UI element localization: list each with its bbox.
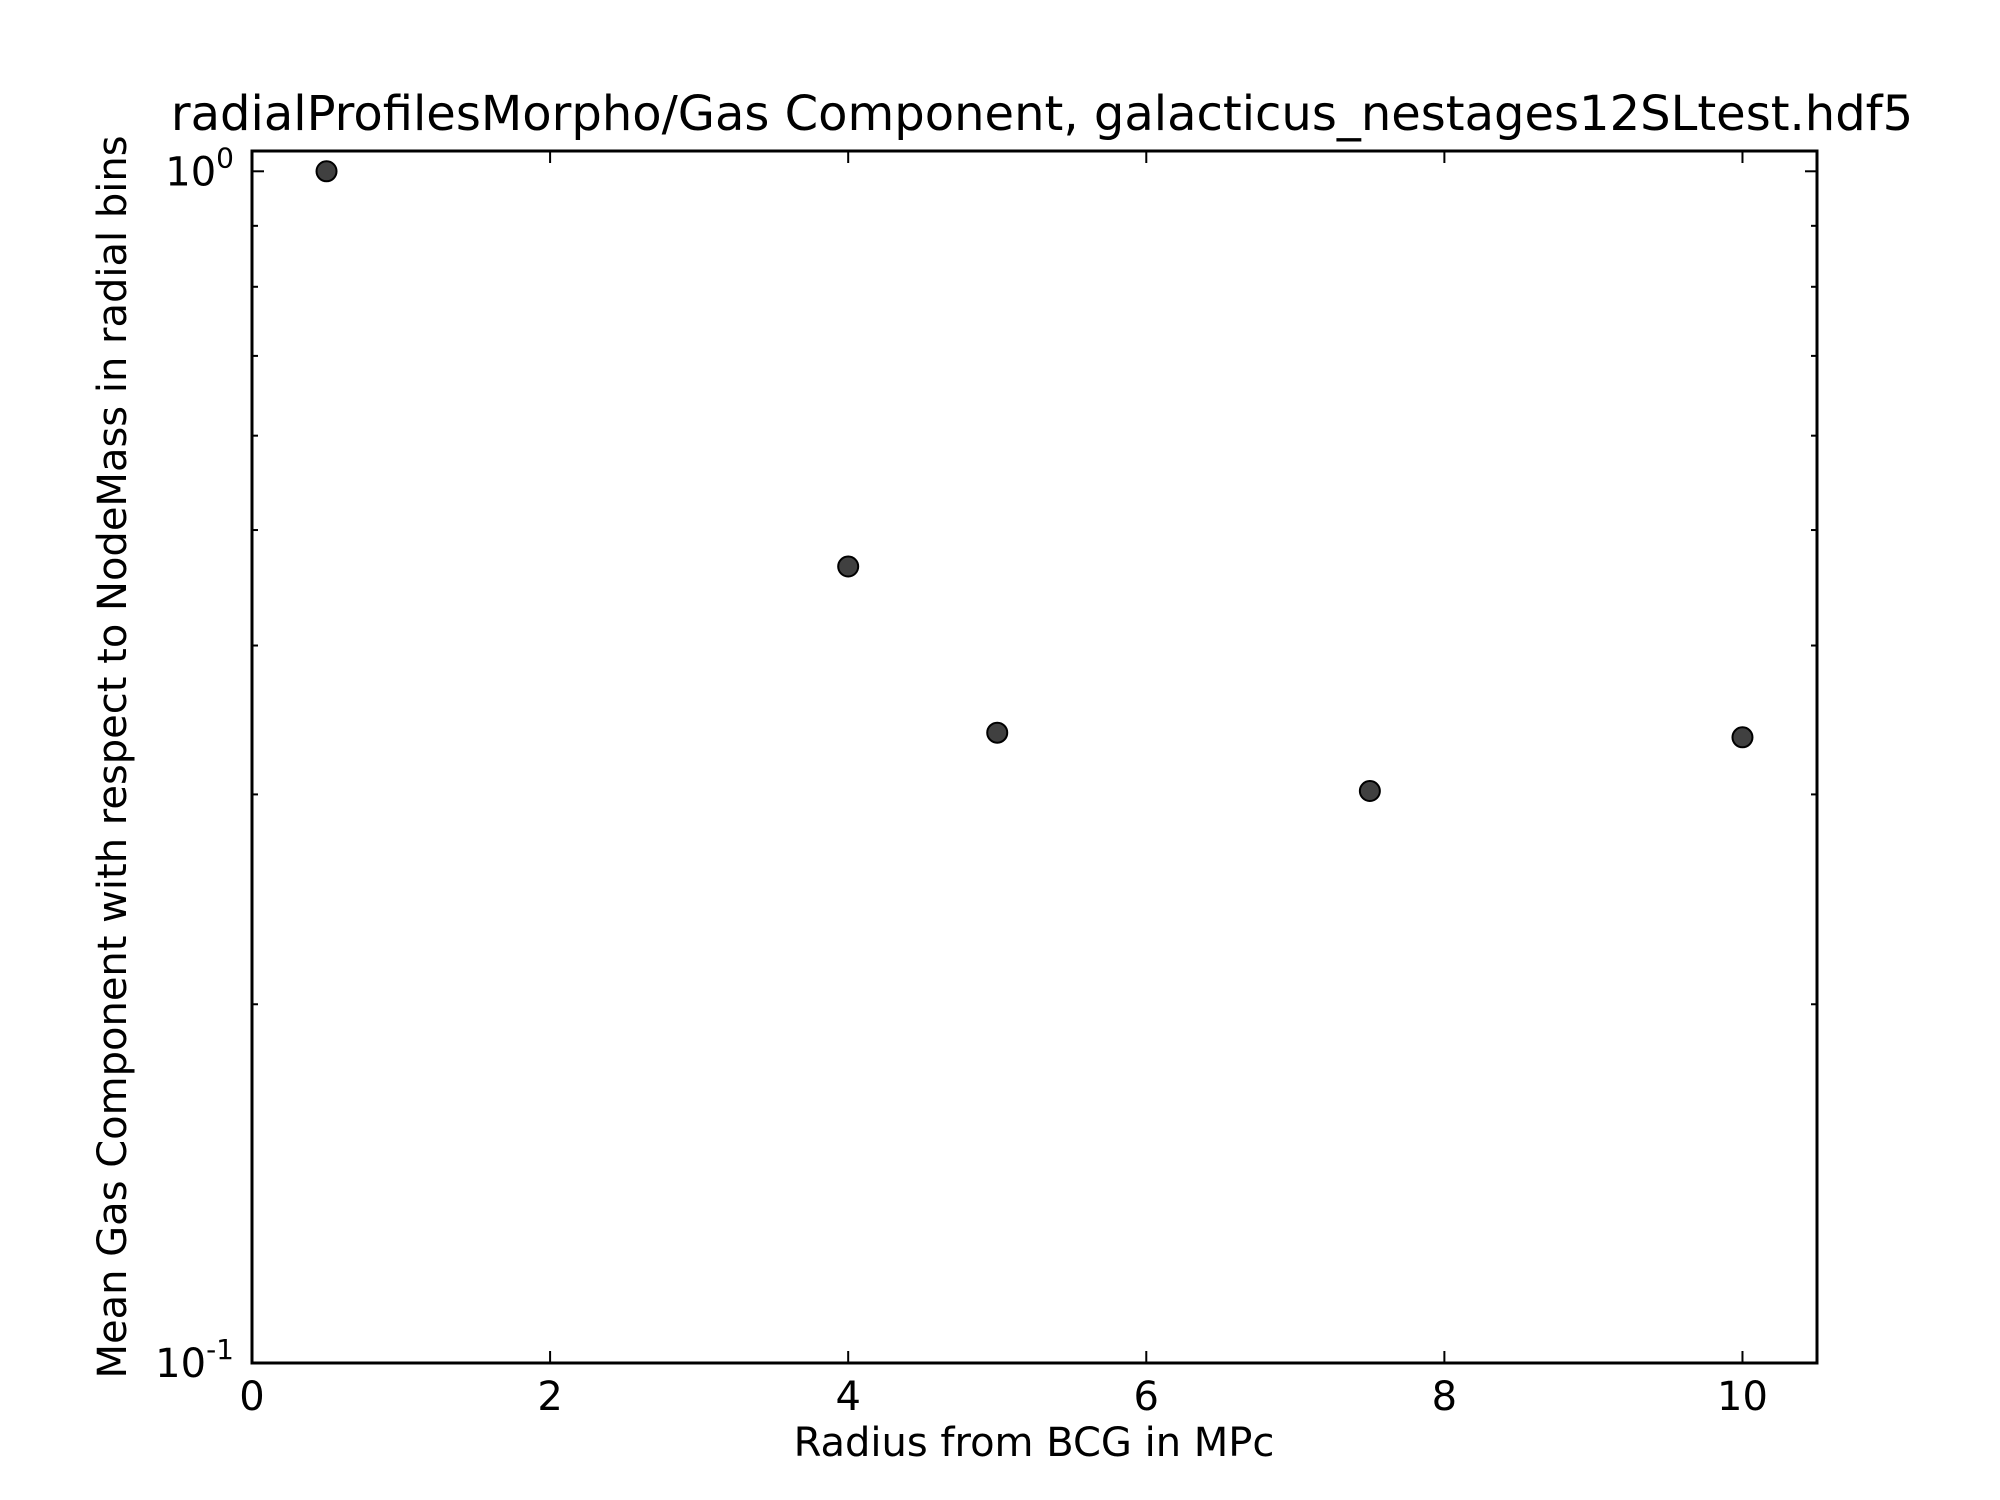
x-tick-label: 2 bbox=[537, 1374, 562, 1420]
data-points bbox=[315, 160, 1754, 802]
axis-ticks: 0 2 4 6 8 10 10-1 100 bbox=[155, 141, 1817, 1420]
data-point bbox=[986, 721, 1009, 744]
data-point bbox=[1731, 726, 1754, 749]
y-tick-label: 10-1 bbox=[155, 1333, 234, 1387]
x-axis-label: Radius from BCG in MPc bbox=[794, 1420, 1275, 1466]
x-tick-label: 10 bbox=[1717, 1374, 1768, 1420]
data-point bbox=[315, 160, 338, 183]
x-tick-label: 6 bbox=[1134, 1374, 1159, 1420]
plot-frame bbox=[250, 149, 1819, 1365]
y-axis-label: Mean Gas Component with respect to NodeM… bbox=[90, 135, 136, 1378]
data-point bbox=[837, 555, 860, 578]
x-tick-label: 0 bbox=[239, 1374, 264, 1420]
y-tick-label: 100 bbox=[165, 141, 234, 195]
x-tick-label: 8 bbox=[1432, 1374, 1457, 1420]
chart-title: radialProfilesMorpho/Gas Component, gala… bbox=[171, 86, 1913, 142]
x-tick-label: 4 bbox=[835, 1374, 860, 1420]
data-point bbox=[1358, 779, 1381, 802]
